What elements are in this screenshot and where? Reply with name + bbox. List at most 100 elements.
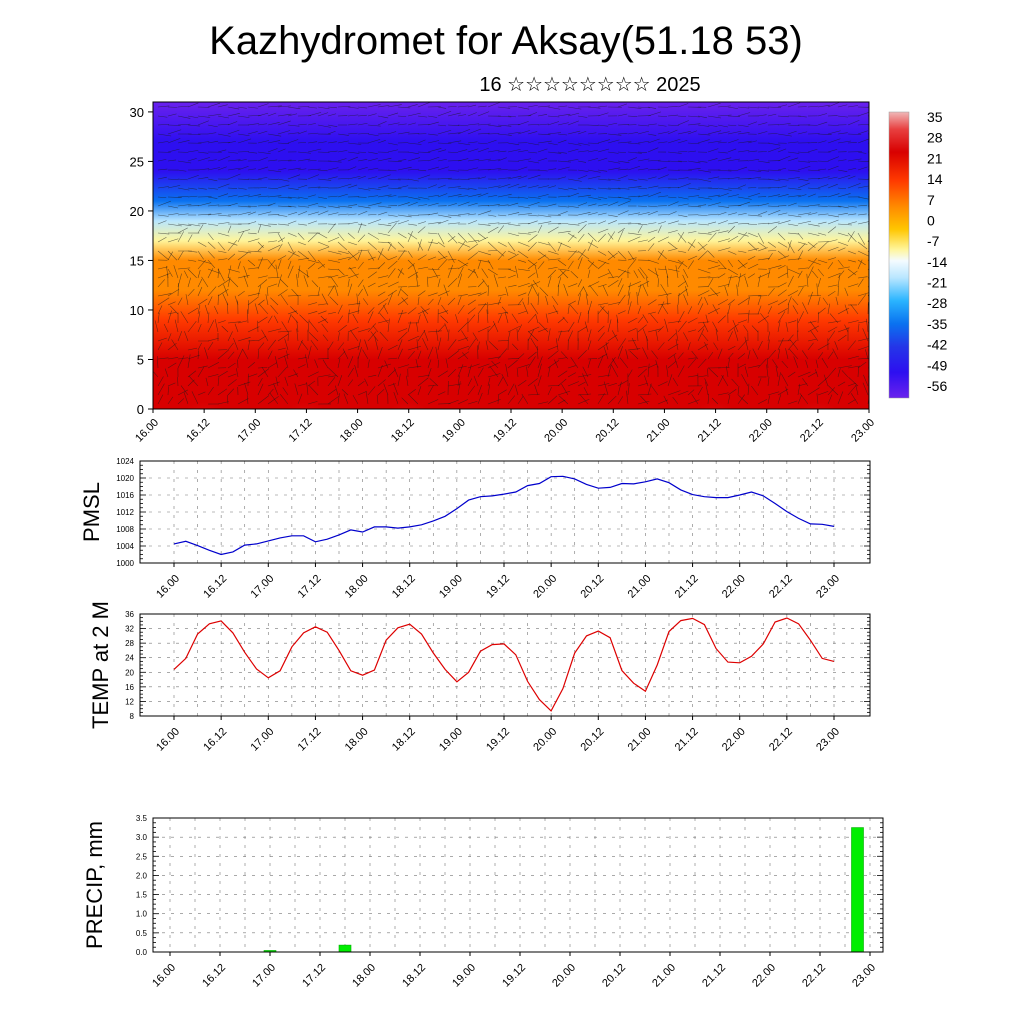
wind-vector: [423, 330, 429, 342]
wind-vector: [847, 158, 862, 162]
wind-vector: [157, 105, 170, 108]
y-tick-label: 5: [137, 352, 144, 367]
wind-vector: [787, 400, 798, 405]
wind-vector: [257, 383, 264, 396]
x-tick-label: 19.12: [484, 726, 512, 754]
wind-vector: [514, 384, 519, 396]
wind-vector: [322, 334, 329, 342]
wind-vector: [267, 328, 282, 333]
wind-vector: [857, 185, 869, 189]
wind-vector: [717, 273, 726, 279]
wind-vector: [477, 210, 492, 216]
x-tick-label: 18.12: [400, 962, 428, 990]
x-tick-label: 17.00: [248, 573, 276, 601]
wind-vector: [201, 276, 209, 288]
wind-vector: [786, 265, 789, 279]
wind-vector: [489, 365, 499, 378]
wind-vector: [815, 359, 819, 369]
wind-vector: [427, 399, 439, 405]
wind-vector: [197, 168, 210, 171]
wind-vector: [667, 390, 681, 396]
wind-vector: [727, 357, 730, 369]
wind-vector: [167, 301, 176, 306]
wind-vector: [760, 313, 769, 324]
wind-vector: [277, 274, 282, 288]
wind-vector: [837, 205, 849, 209]
wind-vector: [357, 234, 366, 243]
wind-vector: [867, 169, 869, 171]
y-tick-label: 1004: [116, 542, 134, 551]
wind-vector: [637, 178, 648, 181]
wind-vector: [797, 166, 811, 171]
wind-vector: [847, 167, 857, 171]
wind-vector: [327, 389, 336, 396]
wind-vector: [677, 115, 687, 117]
wind-vector: [617, 381, 622, 396]
wind-vector: [727, 158, 740, 162]
wind-vector: [647, 311, 656, 315]
wind-vector: [277, 105, 291, 108]
wind-vector: [367, 176, 378, 180]
wind-vector: [307, 250, 317, 262]
wind-vector: [397, 312, 407, 315]
wind-vector: [177, 123, 191, 126]
wind-vector: [217, 370, 228, 378]
wind-vector: [827, 156, 839, 162]
colorbar-label: -14: [927, 254, 947, 270]
wind-vector: [517, 324, 522, 333]
wind-vector: [277, 259, 282, 270]
colorbar-label: 28: [927, 130, 943, 146]
wind-vector: [567, 159, 579, 162]
wind-vector: [707, 115, 722, 119]
wind-vector: [657, 278, 659, 288]
wind-vector: [567, 300, 576, 306]
wind-vector: [537, 356, 543, 369]
wind-vector: [397, 348, 403, 360]
wind-vector: [557, 151, 567, 154]
temp-grid: [140, 613, 870, 717]
wind-vector: [247, 300, 249, 315]
wind-vector: [767, 226, 777, 234]
wind-vector: [187, 187, 197, 190]
wind-vector: [267, 140, 281, 144]
wind-vector: [367, 267, 381, 270]
wind-vector: [664, 265, 669, 279]
wind-vector: [617, 396, 624, 405]
wind-vector: [585, 293, 589, 306]
wind-vector: [207, 241, 216, 249]
wind-vector: [667, 151, 682, 154]
wind-vector: [187, 115, 199, 119]
wind-vector: [777, 148, 787, 153]
wind-vector: [667, 220, 679, 225]
wind-vector: [707, 232, 717, 243]
wind-vector: [187, 250, 198, 253]
wind-vector: [482, 278, 489, 288]
wind-vector: [217, 250, 227, 253]
wind-vector: [627, 348, 641, 351]
wind-vector: [647, 133, 657, 136]
x-tick-label: 17.12: [296, 573, 324, 601]
wind-vector: [267, 122, 280, 126]
wind-vector: [207, 337, 219, 342]
wind-vector: [857, 293, 867, 306]
wind-vector: [437, 214, 452, 218]
wind-vector: [274, 356, 279, 369]
wind-vector: [407, 345, 421, 351]
wind-vector: [367, 124, 381, 127]
wind-vector: [597, 325, 605, 333]
wind-vector: [767, 349, 776, 360]
wind-vector: [217, 258, 228, 261]
wind-vector: [797, 371, 811, 378]
surface-hot-spot: [374, 367, 443, 409]
wind-vector: [837, 307, 850, 315]
wind-vector: [367, 386, 376, 396]
wind-vector: [617, 160, 630, 164]
wind-vector: [347, 283, 353, 297]
wind-vector: [447, 350, 460, 360]
wind-vector: [557, 166, 570, 171]
wind-vector: [257, 123, 268, 126]
wind-vector: [777, 241, 788, 248]
wind-vector: [667, 259, 682, 264]
wind-vector: [837, 104, 848, 108]
wind-vector: [547, 350, 559, 360]
